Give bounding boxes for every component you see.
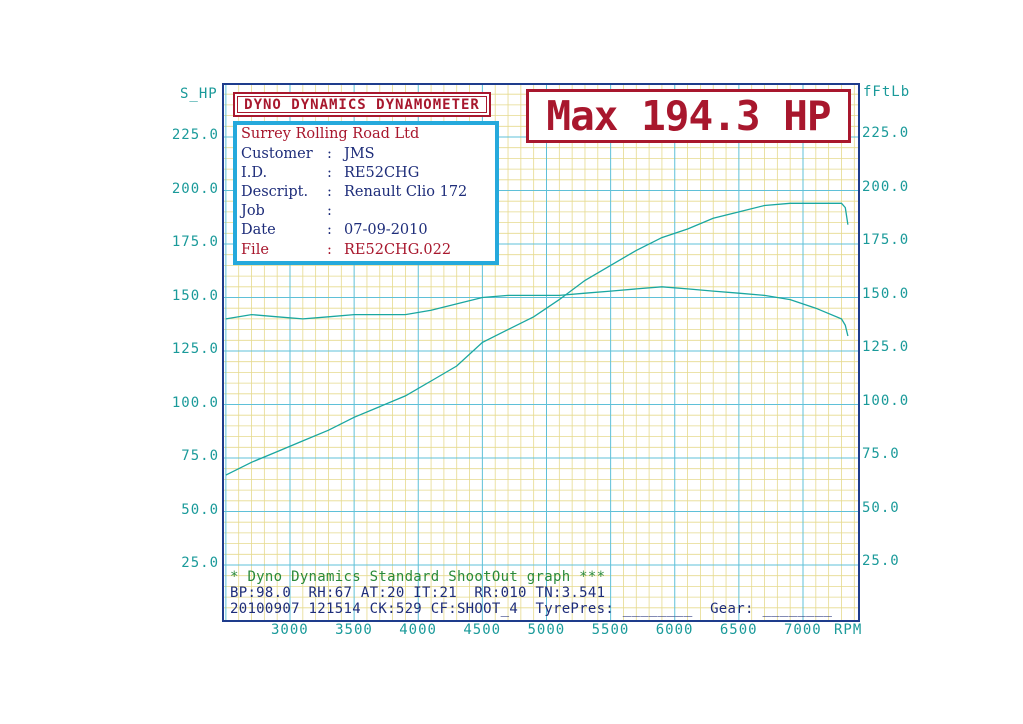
curves (225, 202, 849, 476)
left-tick-label: 200.0 (171, 180, 219, 197)
footer-line-2: BP:98.0 RH:67 AT:20 IT:21 RR:010 TN:3.54… (230, 585, 606, 601)
footer-line-1: * Dyno Dynamics Standard ShootOut graph … (230, 569, 606, 585)
info-key: Customer (241, 146, 313, 162)
info-key: I.D. (241, 165, 268, 181)
info-row-id: I.D.: RE52CHG (241, 165, 420, 181)
x-tick-label: 7000 (784, 622, 822, 638)
info-row-customer: Customer: JMS (241, 146, 375, 162)
x-tick-label: 5000 (527, 622, 566, 638)
info-panel: Surrey Rolling Road Ltd Customer: JMS I.D… (233, 121, 499, 265)
info-value: RE52CHG (344, 165, 420, 181)
info-row-file: File: RE52CHG.022 (241, 242, 452, 258)
info-value: JMS (344, 146, 375, 162)
right-tick-label: 200.0 (862, 178, 910, 195)
left-axis-unit: S_HP (180, 86, 218, 102)
info-row-date: Date:07-09-2010 (241, 222, 428, 238)
dyno-title-box: DYNO DYNAMICS DYNAMOMETER (233, 92, 491, 117)
info-value: RE52CHG.022 (344, 242, 452, 258)
info-key: File (241, 242, 269, 258)
left-tick-label: 75.0 (181, 448, 219, 464)
right-tick-label: 100.0 (862, 392, 910, 409)
right-tick-label: 175.0 (862, 232, 910, 248)
right-axis-unit: fFtLb (863, 84, 911, 100)
info-row-job: Job: (241, 203, 332, 219)
x-tick-label: 3000 (271, 622, 309, 638)
right-tick-label: 50.0 (862, 499, 900, 516)
info-key: Date (241, 222, 276, 238)
x-axis-unit: RPM (834, 622, 863, 638)
right-tick-label: 75.0 (862, 446, 900, 462)
left-tick-label: 225.0 (171, 127, 219, 143)
x-tick-label: 6500 (719, 622, 758, 638)
x-tick-label: 3500 (335, 622, 373, 638)
right-tick-label: 25.0 (862, 553, 900, 569)
footer-line-3: 20100907 121514 CK:529 CF:SHOOT_4 TyrePr… (230, 601, 833, 617)
info-value: Renault Clio 172 (344, 184, 468, 200)
x-tick-label: 5500 (591, 622, 630, 638)
right-tick-label: 125.0 (862, 339, 910, 355)
max-power-box: Max 194.3 HP (526, 89, 851, 143)
info-row-descript: Descript.: Renault Clio 172 (241, 184, 468, 200)
left-tick-label: 175.0 (171, 234, 219, 250)
torque-curve (225, 286, 849, 337)
x-tick-label: 6000 (655, 622, 694, 638)
left-tick-label: 150.0 (171, 287, 219, 304)
right-tick-label: 150.0 (862, 285, 910, 302)
left-tick-label: 100.0 (171, 394, 219, 411)
power-curve (225, 202, 849, 476)
company-name: Surrey Rolling Road Ltd (241, 126, 420, 142)
right-tick-label: 225.0 (862, 125, 910, 141)
left-tick-label: 25.0 (181, 555, 219, 571)
x-tick-label: 4500 (463, 622, 502, 638)
chart-frame (222, 83, 860, 622)
left-tick-label: 50.0 (181, 501, 219, 518)
info-key: Job (241, 203, 265, 219)
info-value: 07-09-2010 (344, 222, 428, 238)
x-tick-label: 4000 (399, 622, 437, 638)
info-key: Descript. (241, 184, 309, 200)
left-tick-label: 125.0 (171, 341, 219, 357)
